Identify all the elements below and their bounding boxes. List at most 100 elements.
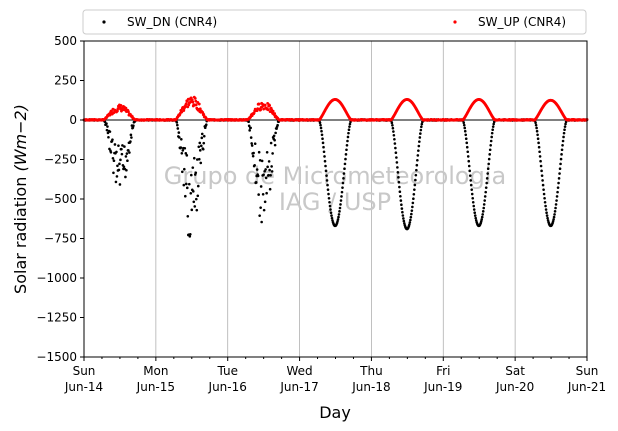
sw-up-point xyxy=(182,109,186,112)
sw-dn-point xyxy=(112,171,115,175)
sw-dn-point xyxy=(258,158,262,162)
sw-dn-point xyxy=(551,220,555,223)
sw-dn-point xyxy=(483,199,487,202)
x-tick-label-date: Jun-16 xyxy=(208,380,247,394)
sw-dn-point xyxy=(534,121,537,125)
sw-dn-point xyxy=(113,143,117,146)
sw-dn-point xyxy=(347,128,351,132)
sw-dn-point xyxy=(254,181,258,184)
sw-dn-point xyxy=(540,169,543,173)
x-tick-label-weekday: Thu xyxy=(359,364,383,378)
sw-dn-point xyxy=(249,126,252,130)
sw-dn-point xyxy=(123,145,126,148)
sw-dn-point xyxy=(195,158,199,161)
sw-dn-point xyxy=(325,174,328,177)
sw-dn-point xyxy=(559,162,562,166)
sw-dn-point xyxy=(124,155,128,158)
sw-dn-point xyxy=(201,147,205,151)
sw-dn-point xyxy=(269,173,272,177)
sw-dn-point xyxy=(418,136,422,139)
sw-dn-point xyxy=(117,144,120,147)
sw-dn-point xyxy=(394,151,398,154)
sw-dn-point xyxy=(250,144,254,147)
sw-dn-point xyxy=(328,204,332,208)
sw-dn-point xyxy=(185,154,189,157)
sw-dn-point xyxy=(202,134,206,138)
sw-dn-point xyxy=(204,123,208,127)
x-tick-label-date: Jun-21 xyxy=(567,380,606,394)
sw-dn-point xyxy=(194,197,198,201)
sw-dn-point xyxy=(560,148,564,152)
sw-dn-point xyxy=(480,218,484,221)
sw-dn-point xyxy=(266,165,269,169)
sw-up-point xyxy=(188,100,192,104)
sw-dn-point xyxy=(414,173,418,177)
sw-dn-point xyxy=(490,131,494,135)
sw-dn-point xyxy=(183,167,186,171)
sw-dn-point xyxy=(561,139,565,143)
sw-dn-point xyxy=(537,145,541,149)
sw-dn-point xyxy=(346,135,350,139)
sw-dn-point xyxy=(399,199,403,202)
sw-dn-point xyxy=(264,168,267,171)
sw-dn-point xyxy=(471,200,475,204)
sw-dn-point xyxy=(322,150,326,154)
sw-dn-point xyxy=(188,232,192,236)
sw-dn-point xyxy=(400,203,403,207)
sw-dn-point xyxy=(467,159,471,163)
y-axis-title-units: (Wm−2) xyxy=(11,104,30,171)
y-tick-label: −1000 xyxy=(36,271,77,285)
sw-dn-point xyxy=(557,181,560,185)
sw-dn-point xyxy=(105,122,108,125)
sw-dn-point xyxy=(326,188,330,191)
sw-dn-point xyxy=(483,195,487,198)
sw-dn-point xyxy=(482,206,486,210)
sw-up-point xyxy=(191,100,195,104)
y-tick-label: −1500 xyxy=(36,350,77,364)
sw-dn-point xyxy=(176,123,179,127)
sw-dn-point xyxy=(347,131,350,135)
sw-up-point xyxy=(262,107,266,111)
sw-dn-point xyxy=(563,125,567,128)
sw-dn-point xyxy=(337,215,340,219)
sw-dn-point xyxy=(396,171,400,174)
sw-dn-point xyxy=(203,126,207,130)
legend-marker-sw-dn xyxy=(102,20,106,24)
sw-dn-point xyxy=(469,179,473,182)
y-tick-label: 500 xyxy=(54,34,77,48)
sw-dn-point xyxy=(558,167,562,171)
sw-dn-point xyxy=(341,186,344,189)
sw-dn-point xyxy=(470,188,474,191)
sw-dn-point xyxy=(178,136,181,139)
sw-dn-point xyxy=(467,164,471,168)
sw-dn-point xyxy=(177,131,181,134)
sw-dn-point xyxy=(125,168,128,172)
legend-label-sw-up: SW_UP (CNR4) xyxy=(478,15,566,29)
sw-dn-point xyxy=(411,205,414,209)
sw-dn-point xyxy=(417,149,420,152)
sw-dn-point xyxy=(252,151,255,155)
sw-dn-point xyxy=(319,123,322,127)
sw-dn-point xyxy=(272,134,276,138)
legend-box xyxy=(82,9,587,35)
sw-dn-point xyxy=(348,122,352,126)
sw-dn-point xyxy=(130,136,133,139)
sw-dn-point xyxy=(117,168,121,172)
sw-dn-point xyxy=(115,175,119,178)
sw-dn-point xyxy=(125,152,129,155)
sw-dn-point xyxy=(466,150,470,154)
sw-dn-point xyxy=(552,215,556,219)
sw-dn-point xyxy=(115,150,118,154)
sw-up-point xyxy=(194,99,198,103)
sw-dn-point xyxy=(539,164,543,168)
sw-dn-point xyxy=(418,140,421,143)
sw-dn-point xyxy=(542,192,546,196)
sw-dn-point xyxy=(391,123,394,127)
sw-dn-point xyxy=(126,159,129,163)
sw-dn-point xyxy=(121,144,124,147)
sw-dn-point xyxy=(491,128,494,132)
sw-dn-point xyxy=(181,149,185,152)
sw-up-point xyxy=(198,107,202,111)
sw-dn-point xyxy=(267,173,270,177)
